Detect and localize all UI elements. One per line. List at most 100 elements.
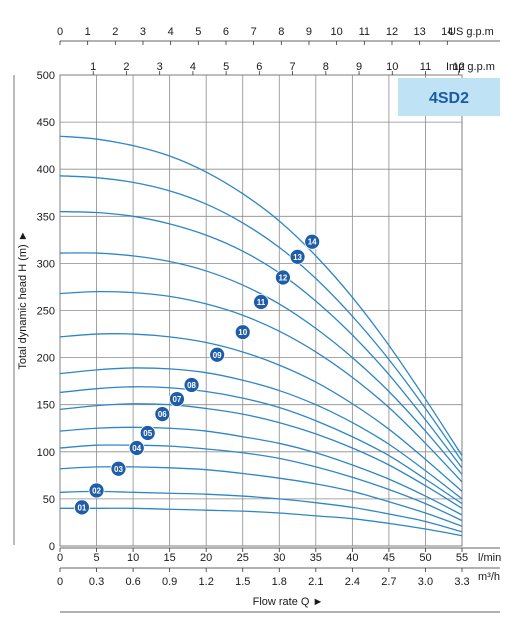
lmin-tick-label: 0 <box>57 552 63 564</box>
curve-label-badge <box>154 406 171 423</box>
curve-label-badge <box>253 294 269 310</box>
m3h-tick-label: 2.4 <box>345 576 360 588</box>
us-gpm-tick-label: 7 <box>251 26 257 38</box>
imp-gpm-tick-label: 1 <box>90 61 96 73</box>
curve-01 <box>60 507 463 537</box>
imp-gpm-tick-label: 11 <box>420 61 431 73</box>
model-label: 4SD2 <box>429 90 469 107</box>
curve-08 <box>59 367 463 500</box>
us-gpm-tick-label: 8 <box>278 26 284 38</box>
curve-label-07: 07 <box>172 395 181 404</box>
us-gpm-tick-label: 1 <box>85 26 91 38</box>
curve-label-11: 11 <box>257 298 266 307</box>
lmin-tick-label: 30 <box>273 552 285 564</box>
lmin-tick-label: 5 <box>93 552 99 564</box>
imp-gpm-tick-label: 6 <box>256 61 262 73</box>
model-label-box <box>398 78 500 116</box>
lmin-unit-label: l/min <box>478 552 501 564</box>
m3h-tick-label: 0.6 <box>125 576 140 588</box>
curve-label-badge <box>169 391 185 407</box>
curve-label-04: 04 <box>132 444 141 453</box>
us-gpm-tick-label: 2 <box>112 26 118 38</box>
m3h-tick-label: 0 <box>57 576 63 588</box>
curve-02 <box>59 490 463 533</box>
x-axis-title: Flow rate Q ► <box>253 596 324 608</box>
imp-gpm-tick-label: 3 <box>157 61 163 73</box>
m3h-tick-label: 0.3 <box>89 576 104 588</box>
curve-09 <box>59 333 463 492</box>
curve-label-badge <box>139 425 156 441</box>
lmin-tick-label: 10 <box>127 552 139 564</box>
curve-label-badge <box>234 324 251 341</box>
imp-gpm-tick-label: 5 <box>223 61 229 73</box>
curve-label-badge <box>209 346 226 363</box>
curve-12 <box>59 210 463 469</box>
y-tick-label: 450 <box>37 117 55 129</box>
m3h-tick-label: 0.9 <box>162 576 177 588</box>
y-tick-label: 50 <box>43 494 55 506</box>
lmin-tick-label: 40 <box>346 552 358 564</box>
curve-label-badge <box>74 499 90 516</box>
m3h-tick-label: 1.2 <box>199 576 214 588</box>
curve-label-08: 08 <box>187 381 196 390</box>
us-gpm-tick-label: 10 <box>331 26 343 38</box>
lmin-tick-label: 45 <box>383 552 395 564</box>
curve-label-badge <box>110 460 127 477</box>
curve-label-10: 10 <box>238 328 247 337</box>
m3h-unit-label: m³/h <box>478 571 500 583</box>
lmin-tick-label: 35 <box>310 552 322 564</box>
lmin-tick-label: 50 <box>419 552 431 564</box>
imp-gpm-tick-label: 7 <box>290 61 296 73</box>
imp-gpm-tick-label: 12 <box>453 61 465 73</box>
curve-label-12: 12 <box>278 274 287 283</box>
us-gpm-tick-label: 0 <box>57 26 63 38</box>
curve-05 <box>59 426 463 516</box>
curve-13 <box>59 175 463 462</box>
y-tick-label: 200 <box>37 353 55 365</box>
y-tick-label: 0 <box>49 541 55 553</box>
imp-gpm-tick-label: 4 <box>190 61 196 73</box>
curve-label-09: 09 <box>213 351 222 360</box>
y-tick-label: 250 <box>37 306 55 318</box>
curve-label-badge <box>304 233 321 250</box>
us-gpm-tick-label: 6 <box>223 26 229 38</box>
curve-label-06: 06 <box>158 410 167 419</box>
y-tick-label: 100 <box>37 447 55 459</box>
curve-label-02: 02 <box>92 486 101 495</box>
us-gpm-tick-label: 12 <box>386 26 398 38</box>
lmin-tick-label: 15 <box>164 552 176 564</box>
m3h-tick-label: 1.8 <box>272 576 287 588</box>
curve-14 <box>59 135 463 456</box>
y-axis-title: Total dynamic head H (m) ► <box>17 230 29 369</box>
y-tick-label: 300 <box>37 258 55 270</box>
m3h-tick-label: 2.1 <box>308 576 323 588</box>
curve-03 <box>59 466 463 527</box>
curve-label-badge <box>275 269 291 286</box>
lmin-tick-label: 25 <box>237 552 249 564</box>
curve-11 <box>59 252 463 475</box>
y-tick-label: 350 <box>37 211 55 223</box>
curve-label-03: 03 <box>114 465 123 474</box>
us-gpm-tick-label: 14 <box>441 26 453 38</box>
curve-label-05: 05 <box>143 429 152 438</box>
curve-label-badge <box>183 377 200 393</box>
curve-label-14: 14 <box>308 238 317 247</box>
curve-07 <box>59 386 463 505</box>
m3h-tick-label: 2.7 <box>381 576 396 588</box>
imp-gpm-tick-label: 9 <box>356 61 362 73</box>
curve-label-badge <box>88 482 105 499</box>
curve-label-13: 13 <box>293 253 302 262</box>
curve-06 <box>59 403 463 509</box>
us-gpm-tick-label: 4 <box>168 26 174 38</box>
y-tick-label: 400 <box>37 164 55 176</box>
y-tick-label: 150 <box>37 400 55 412</box>
m3h-tick-label: 3.3 <box>454 576 469 588</box>
us-gpm-tick-label: 5 <box>195 26 201 38</box>
curve-10 <box>59 290 463 483</box>
curve-label-01: 01 <box>77 503 86 512</box>
imp-gpm-tick-label: 8 <box>323 61 329 73</box>
m3h-tick-label: 1.5 <box>235 576 250 588</box>
